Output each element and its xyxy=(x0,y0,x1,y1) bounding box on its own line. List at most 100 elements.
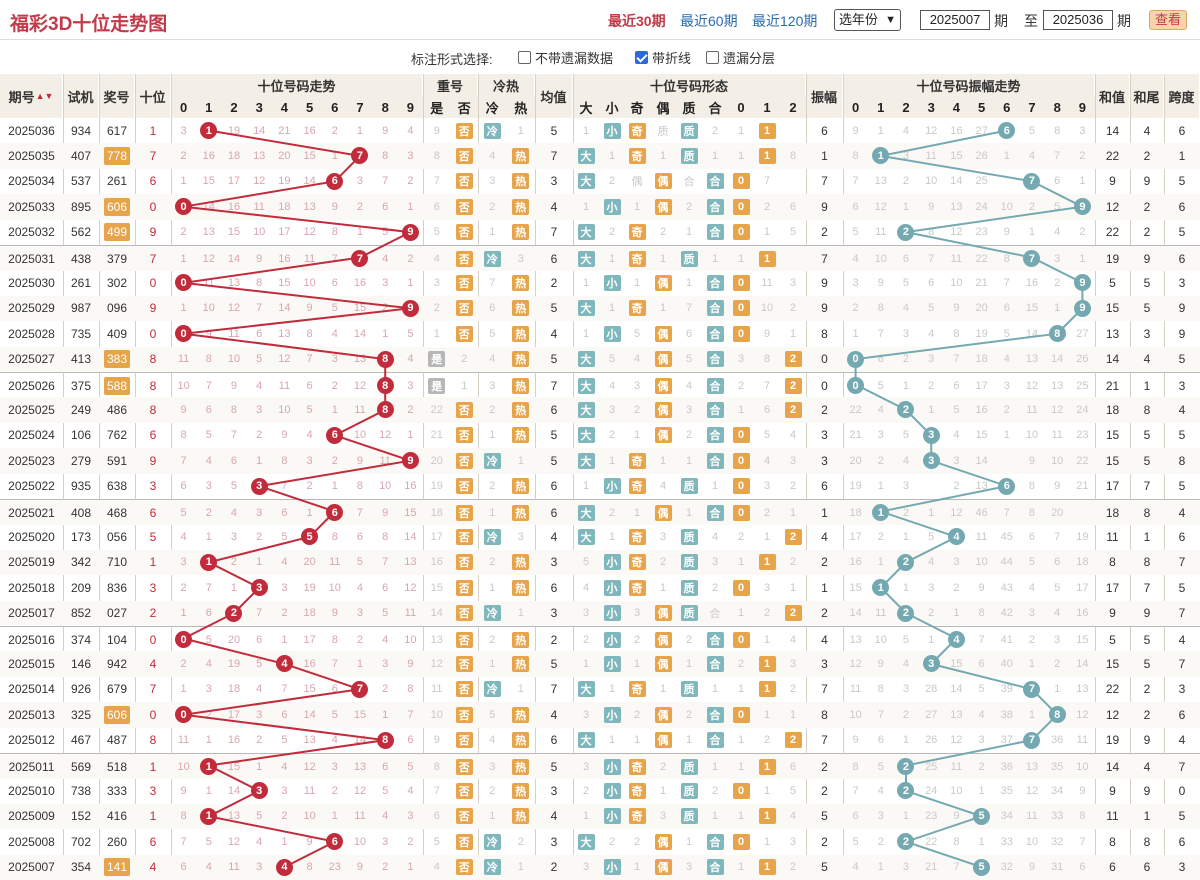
amp-ball: 8 xyxy=(1048,706,1066,724)
award-number: 710 xyxy=(106,555,128,570)
header-trend-digit: 1 xyxy=(205,99,213,115)
trend-miss-cell: 3 xyxy=(205,683,212,696)
checkbox[interactable] xyxy=(706,51,719,64)
repeat-no-tag: 否 xyxy=(455,655,473,672)
sum-tail-cell: 1 xyxy=(1143,809,1151,824)
trend-miss-cell: 1 xyxy=(356,124,364,137)
header-issue[interactable]: 期号 ▲▼ xyxy=(0,74,63,118)
tens-digit-cell: 9 xyxy=(149,301,157,316)
award-number: 638 xyxy=(106,479,128,494)
table-row: 2025033 895 606 0 0 14 16 11 18 13 9 2 6 1 6 否 2 热 4 1 小 1 偶 2 合… xyxy=(0,194,1200,220)
trend-miss-cell: 12 xyxy=(253,175,266,188)
amp-cell: 1 xyxy=(821,505,828,520)
header-form-sub: 大 xyxy=(579,100,593,116)
form-miss-cell: 2 xyxy=(789,556,797,569)
repeat-yes-miss: 5 xyxy=(433,226,440,239)
year-select[interactable]: 选年份 ▼ xyxy=(834,9,901,31)
nav-recent-30[interactable]: 最近30期 xyxy=(608,13,666,29)
trend-miss-cell: 3 xyxy=(306,454,313,467)
form-hit-cell: 奇 xyxy=(624,474,650,499)
repeat-no-cell: 否 xyxy=(451,270,479,295)
avg-cell: 4 xyxy=(550,199,558,214)
trend-miss-cell: 6 xyxy=(382,200,389,213)
amp-miss-cell: 7 xyxy=(978,633,985,646)
option-with-line[interactable]: 带折线 xyxy=(635,48,691,67)
form-miss-cell: 2 xyxy=(711,581,719,594)
form-hit-cell: 合 xyxy=(702,296,728,321)
amp-miss-cell: 12 xyxy=(1076,708,1089,721)
checkbox[interactable] xyxy=(518,51,531,64)
form-miss-cell: 3 xyxy=(582,607,590,620)
trend-miss-cell: 9 xyxy=(230,379,238,392)
query-button[interactable]: 查看 xyxy=(1149,10,1187,30)
test-number-cell: 407 xyxy=(70,148,92,163)
hot-tag: 热 xyxy=(512,579,530,596)
form-hit-cell: 偶 xyxy=(650,702,676,727)
form-miss-cell: 1 xyxy=(763,226,771,239)
amp-hit-cell: 3 xyxy=(919,423,944,448)
amp-miss-cell: 12 xyxy=(1025,784,1039,797)
header-repeat: 重号 xyxy=(423,74,478,96)
trend-miss-cell: 18 xyxy=(303,607,316,620)
form-miss-cell: 1 xyxy=(763,633,771,646)
award-number: 591 xyxy=(106,453,128,468)
trend-hit-cell: 8 xyxy=(373,397,398,422)
trend-miss-cell: 18 xyxy=(227,149,241,162)
form-miss-cell: 1 xyxy=(659,252,667,265)
hot-cell: 热 xyxy=(507,804,536,829)
tens-digit-cell: 6 xyxy=(149,174,157,189)
trend-miss-cell: 9 xyxy=(180,403,187,416)
amp-cell: 9 xyxy=(821,301,828,316)
amp-miss-cell: 9 xyxy=(953,302,960,315)
form-hit-cell: 小 xyxy=(599,855,625,880)
option-no-miss[interactable]: 不带遗漏数据 xyxy=(518,48,613,67)
form-hit-cell: 合 xyxy=(702,321,728,346)
award-cell: 409 xyxy=(99,321,135,346)
test-number-cell: 325 xyxy=(70,707,92,722)
form-miss-cell: 2 xyxy=(608,429,616,442)
amp-miss-cell: 4 xyxy=(852,252,859,265)
amp-hit-cell: 1 xyxy=(868,143,893,168)
nav-recent-120[interactable]: 最近120期 xyxy=(752,13,818,29)
option-miss-layer[interactable]: 遗漏分层 xyxy=(706,48,775,67)
form-tag: 奇 xyxy=(628,147,646,164)
repeat-no-tag: 否 xyxy=(455,478,473,495)
amp-miss-cell: 4 xyxy=(902,657,910,670)
amp-miss-cell: 35 xyxy=(1051,760,1064,773)
span-cell: 4 xyxy=(1178,505,1186,520)
amp-miss-cell: 32 xyxy=(1051,835,1064,848)
trend-miss-cell: 11 xyxy=(379,454,391,467)
trend-ball: 3 xyxy=(250,579,268,597)
amp-miss-cell: 11 xyxy=(950,760,963,773)
form-miss-cell: 1 xyxy=(789,708,797,721)
amp-miss-cell: 7 xyxy=(1003,506,1010,519)
form-hit-cell: 偶 xyxy=(650,651,676,676)
form-tag: 0 xyxy=(732,579,750,596)
form-miss-cell: 2 xyxy=(685,429,693,442)
trend-miss-cell: 2 xyxy=(256,429,263,442)
amp-miss-cell: 45 xyxy=(1000,530,1013,543)
form-miss-cell: 1 xyxy=(582,657,590,670)
to-issue-input[interactable]: 2025036 xyxy=(1043,10,1113,30)
form-miss-cell: 4 xyxy=(685,379,693,392)
trend-miss-cell: 10 xyxy=(202,302,215,315)
header-form-sub: 质 xyxy=(682,100,696,116)
award-number: 836 xyxy=(106,580,128,595)
amp-miss-cell: 7 xyxy=(877,327,884,340)
trend-miss-cell: 9 xyxy=(256,252,263,265)
form-hit-cell: 合 xyxy=(702,627,728,652)
top-bar: 福彩3D十位走势图 最近30期 最近60期 最近120期 选年份 ▼ 202500… xyxy=(0,0,1200,40)
trend-miss-cell: 10 xyxy=(177,379,190,392)
amp-miss-cell: 8 xyxy=(978,607,985,620)
form-hit-cell: 质 xyxy=(676,575,702,600)
from-issue-input[interactable]: 2025007 xyxy=(920,10,990,30)
amp-ball: 9 xyxy=(1073,198,1091,216)
trend-miss-cell: 5 xyxy=(281,734,288,747)
amp-miss-cell: 8 xyxy=(877,683,884,696)
form-miss-cell: 3 xyxy=(763,581,771,594)
trend-miss-cell: 8 xyxy=(180,429,187,442)
nav-recent-60[interactable]: 最近60期 xyxy=(680,13,738,29)
checkbox-checked[interactable] xyxy=(635,51,648,64)
header-form-sub: 合 xyxy=(708,100,722,116)
amp-miss-cell: 26 xyxy=(975,149,988,162)
